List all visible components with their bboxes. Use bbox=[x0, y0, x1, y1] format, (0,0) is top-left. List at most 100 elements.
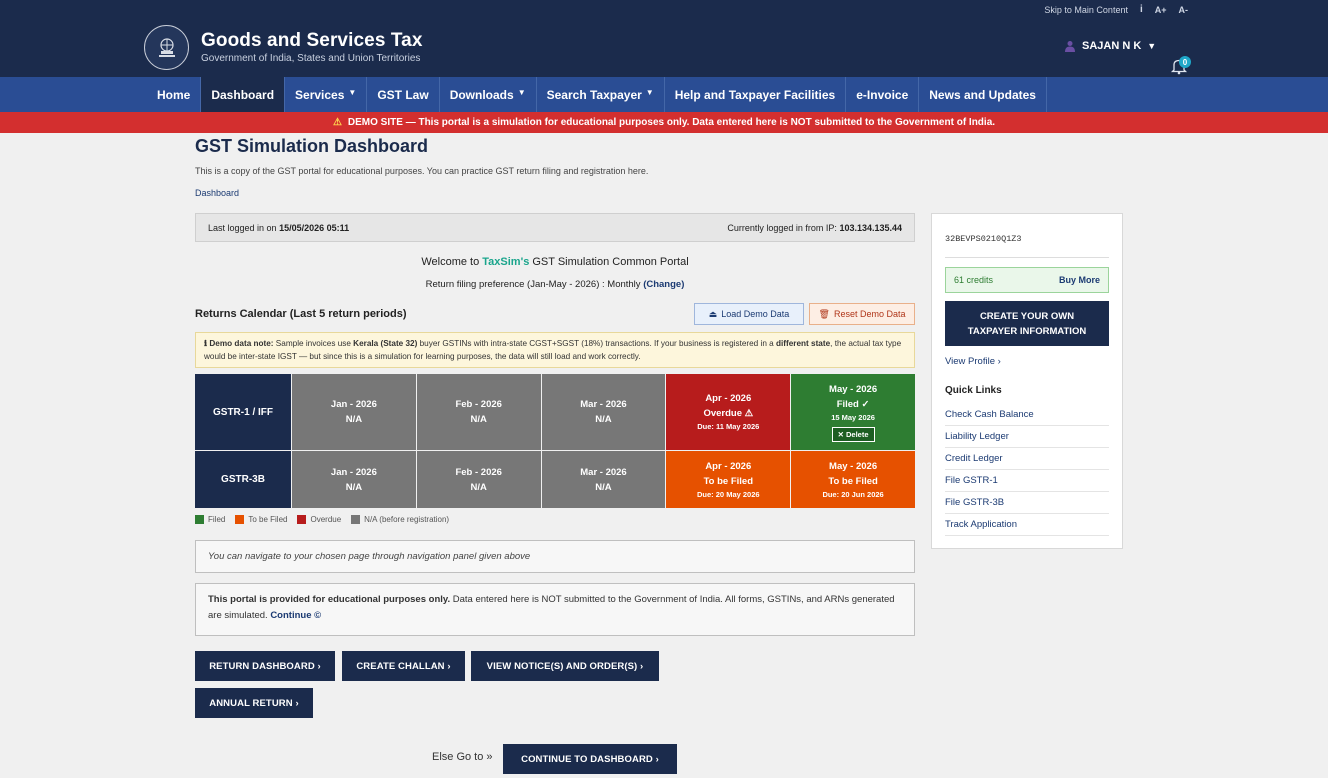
return-dashboard-button[interactable]: RETURN DASHBOARD › bbox=[195, 651, 335, 681]
legend-overdue: Overdue bbox=[297, 515, 342, 525]
quick-link-credit-ledger[interactable]: Credit Ledger bbox=[945, 448, 1109, 470]
continue-link[interactable]: Continue © bbox=[270, 610, 322, 621]
cell-status: N/A bbox=[470, 481, 487, 493]
reset-demo-data-label: Reset Demo Data bbox=[833, 309, 906, 319]
gstr3b-row: GSTR-3B Jan - 2026 N/A Feb - 2026 N/A Ma… bbox=[195, 451, 915, 508]
nav-services[interactable]: Services ▼ bbox=[285, 77, 368, 112]
view-notices-button[interactable]: VIEW NOTICE(S) AND ORDER(S) › bbox=[471, 651, 659, 681]
note-different-state: different state bbox=[776, 339, 831, 348]
cell-period: Apr - 2026 bbox=[705, 393, 752, 404]
quick-link-liability-ledger[interactable]: Liability Ledger bbox=[945, 426, 1109, 448]
quick-link-cash-balance[interactable]: Check Cash Balance bbox=[945, 404, 1109, 426]
nav-e-invoice-label: e-Invoice bbox=[856, 87, 909, 102]
nav-dashboard[interactable]: Dashboard bbox=[201, 77, 286, 112]
cell-status: N/A bbox=[595, 481, 612, 493]
cell-period: May - 2026 bbox=[829, 384, 878, 395]
note-text: buyer GSTINs with intra-state CGST+SGST … bbox=[417, 339, 776, 348]
nav-search-taxpayer[interactable]: Search Taxpayer ▼ bbox=[537, 77, 665, 112]
gstr3b-cell-mar[interactable]: Mar - 2026 N/A bbox=[541, 451, 666, 508]
nav-home[interactable]: Home bbox=[147, 77, 202, 112]
last-login-value: 15/05/2026 05:11 bbox=[279, 222, 350, 233]
gstr3b-cell-may[interactable]: May - 2026 To be Filed Due: 20 Jun 2026 bbox=[791, 451, 915, 508]
cell-status: To be Filed bbox=[703, 475, 753, 487]
load-demo-data-button[interactable]: ⏏ Load Demo Data bbox=[694, 303, 804, 325]
quick-link-file-gstr1[interactable]: File GSTR-1 bbox=[945, 470, 1109, 492]
top-strip: Skip to Main Content i A+ A- bbox=[0, 0, 1328, 19]
gstr1-cell-apr[interactable]: Apr - 2026 Overdue ⚠ Due: 11 May 2026 bbox=[666, 374, 791, 450]
main-nav: Home Dashboard Services ▼ GST Law Downloa… bbox=[0, 77, 1328, 112]
breadcrumb[interactable]: Dashboard bbox=[195, 188, 240, 198]
create-line-1: CREATE YOUR OWN bbox=[979, 310, 1075, 322]
user-menu[interactable]: SAJAN N K ▼ bbox=[1064, 40, 1156, 52]
sidebar-panel: 32BEVPS0210Q1Z3 61 credits Buy More CREA… bbox=[931, 213, 1123, 549]
font-increase-button[interactable]: A+ bbox=[1154, 4, 1167, 15]
legend-label: Filed bbox=[208, 515, 226, 524]
create-challan-button[interactable]: CREATE CHALLAN › bbox=[342, 651, 465, 681]
reset-demo-data-button[interactable]: 🗑 Reset Demo Data bbox=[809, 303, 915, 325]
notice-bold-text: This portal is provided for educational … bbox=[208, 594, 451, 605]
welcome-brand: TaxSim's bbox=[482, 256, 530, 268]
cell-filed-date: 15 May 2026 bbox=[831, 413, 875, 422]
cell-period: Feb - 2026 bbox=[455, 399, 502, 410]
gstr1-cell-feb[interactable]: Feb - 2026 N/A bbox=[416, 374, 541, 450]
cell-due-date: Due: 20 May 2026 bbox=[697, 489, 760, 499]
gstr1-cell-may[interactable]: May - 2026 Filed ✓ 15 May 2026 ✕ Delete bbox=[791, 374, 915, 450]
cell-period: Mar - 2026 bbox=[580, 466, 627, 478]
delete-filing-button[interactable]: ✕ Delete bbox=[831, 427, 875, 442]
nav-downloads[interactable]: Downloads ▼ bbox=[440, 77, 537, 112]
emblem-logo[interactable] bbox=[144, 25, 189, 70]
filing-preference: Return filing preference (Jan-May - 2026… bbox=[195, 279, 915, 290]
caret-down-icon: ▼ bbox=[645, 88, 654, 97]
load-demo-data-label: Load Demo Data bbox=[721, 309, 790, 319]
annual-return-button[interactable]: ANNUAL RETURN › bbox=[195, 688, 313, 718]
chevron-down-icon: ▼ bbox=[1147, 41, 1157, 51]
create-taxpayer-label: CREATE YOUR OWN TAXPAYER INFORMATION bbox=[968, 309, 1086, 339]
nav-e-invoice[interactable]: e-Invoice bbox=[846, 77, 920, 112]
cell-due-date: Due: 20 Jun 2026 bbox=[822, 489, 884, 499]
create-taxpayer-button[interactable]: CREATE YOUR OWN TAXPAYER INFORMATION bbox=[945, 301, 1109, 346]
filing-preference-text: Return filing preference (Jan-May - 2026… bbox=[425, 279, 644, 290]
font-decrease-button[interactable]: A- bbox=[1178, 4, 1189, 15]
legend-swatch bbox=[195, 515, 204, 525]
notification-count-badge: 0 bbox=[1179, 56, 1191, 68]
view-profile-link[interactable]: View Profile › bbox=[945, 356, 1001, 367]
site-header: Goods and Services Tax Government of Ind… bbox=[0, 19, 1328, 77]
login-ip-value: 103.134.135.44 bbox=[839, 222, 902, 233]
welcome-suffix: GST Simulation Common Portal bbox=[529, 256, 689, 268]
change-preference-link[interactable]: (Change) bbox=[643, 279, 685, 290]
login-ip-label: Currently logged in from IP: bbox=[727, 222, 840, 233]
cell-status: N/A bbox=[345, 481, 363, 493]
demo-data-note: ℹ Demo data note: Sample invoices use Ke… bbox=[195, 332, 915, 368]
trash-icon: 🗑 bbox=[818, 308, 830, 319]
cell-due-date: Due: 11 May 2026 bbox=[697, 422, 760, 431]
gstr3b-cell-apr[interactable]: Apr - 2026 To be Filed Due: 20 May 2026 bbox=[666, 451, 791, 508]
legend-swatch bbox=[297, 515, 307, 525]
site-title[interactable]: Goods and Services Tax bbox=[201, 30, 423, 51]
nav-gst-law[interactable]: GST Law bbox=[367, 77, 440, 112]
nav-help-label: Help and Taxpayer Facilities bbox=[674, 87, 836, 102]
user-name: SAJAN N K bbox=[1082, 40, 1142, 52]
site-subtitle: Government of India, States and Union Te… bbox=[201, 53, 421, 64]
gstr1-cell-jan[interactable]: Jan - 2026 N/A bbox=[292, 374, 416, 450]
educational-notice: This portal is provided for educational … bbox=[195, 583, 915, 636]
nav-news[interactable]: News and Updates bbox=[919, 77, 1047, 112]
continue-to-dashboard-button[interactable]: CONTINUE TO DASHBOARD › bbox=[503, 744, 677, 774]
gstr1-cell-mar[interactable]: Mar - 2026 N/A bbox=[541, 374, 666, 450]
nav-help[interactable]: Help and Taxpayer Facilities bbox=[665, 77, 847, 112]
buy-more-link[interactable]: Buy More bbox=[1058, 275, 1100, 285]
note-label: ℹ Demo data note: bbox=[204, 339, 274, 348]
gstr3b-cell-jan[interactable]: Jan - 2026 N/A bbox=[292, 451, 416, 508]
login-ip: Currently logged in from IP: 103.134.135… bbox=[727, 223, 902, 233]
else-go-to-label: Else Go to » bbox=[432, 751, 493, 763]
skip-to-content-link[interactable]: Skip to Main Content bbox=[1044, 4, 1128, 15]
upload-icon: ⏏ bbox=[708, 308, 718, 319]
demo-banner: ⚠ DEMO SITE — This portal is a simulatio… bbox=[0, 112, 1328, 133]
info-icon[interactable]: i bbox=[1139, 4, 1143, 15]
returns-calendar-grid: GSTR-1 / IFF Jan - 2026 N/A Feb - 2026 N… bbox=[195, 374, 915, 509]
nav-news-label: News and Updates bbox=[929, 87, 1036, 102]
quick-link-file-gstr3b[interactable]: File GSTR-3B bbox=[945, 492, 1109, 514]
legend-label: Overdue bbox=[310, 515, 342, 524]
gstr3b-cell-feb[interactable]: Feb - 2026 N/A bbox=[416, 451, 541, 508]
quick-link-track-application[interactable]: Track Application bbox=[945, 514, 1109, 536]
nav-search-taxpayer-label: Search Taxpayer bbox=[546, 87, 642, 102]
